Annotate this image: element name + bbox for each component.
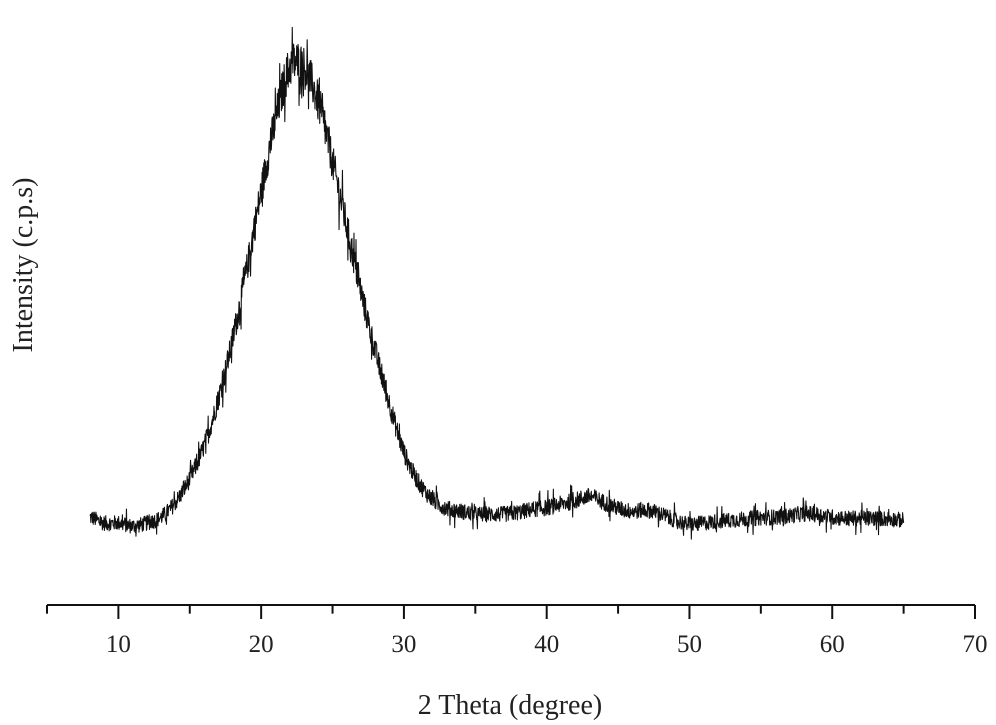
x-tick-label: 70 xyxy=(963,631,988,658)
x-axis-title: 2 Theta (degree) xyxy=(418,690,603,721)
plot-area xyxy=(89,26,905,540)
y-axis-title: Intensity (c.p.s) xyxy=(8,178,39,353)
x-tick-label: 60 xyxy=(820,631,845,658)
x-tick-label: 40 xyxy=(534,631,559,658)
x-tick-label: 20 xyxy=(249,631,274,658)
x-tick-label: 10 xyxy=(106,631,131,658)
x-axis: 10 20 30 40 50 60 70 xyxy=(46,604,988,658)
x-tick-label: 30 xyxy=(391,631,416,658)
x-tick-label: 50 xyxy=(677,631,702,658)
series-line xyxy=(89,26,905,540)
